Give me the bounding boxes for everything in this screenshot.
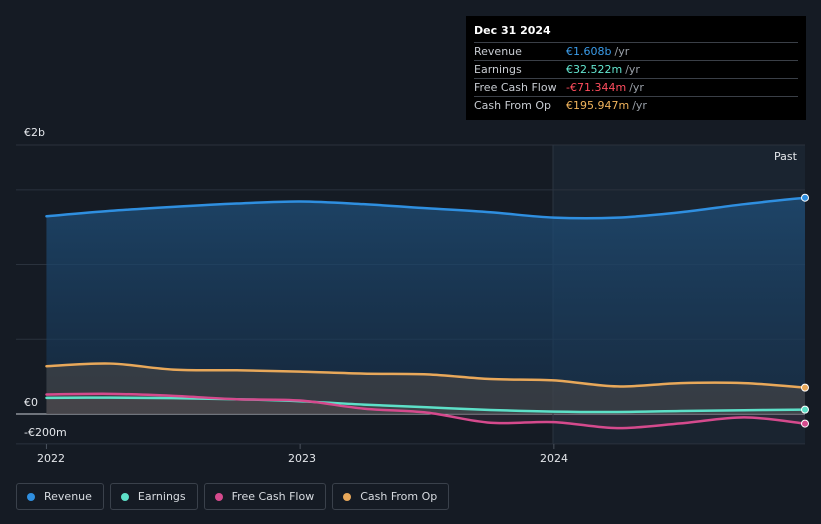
legend-item-earnings[interactable]: Earnings bbox=[109, 483, 198, 510]
tooltip-label: Revenue bbox=[474, 45, 522, 58]
tooltip-label: Earnings bbox=[474, 63, 522, 76]
legend-item-free-cash-flow[interactable]: Free Cash Flow bbox=[203, 483, 327, 510]
revenue-area bbox=[46, 197, 806, 414]
tooltip-value: €195.947m bbox=[566, 99, 630, 112]
revenue-end-point bbox=[801, 193, 809, 202]
tooltip-label: Cash From Op bbox=[474, 99, 552, 112]
tooltip-row-revenue: Revenue €1.608b /yr bbox=[474, 42, 798, 60]
legend-dot-icon bbox=[27, 492, 35, 501]
legend-item-revenue[interactable]: Revenue bbox=[16, 483, 104, 510]
legend-label: Earnings bbox=[137, 490, 186, 503]
free-cash-flow-area bbox=[46, 393, 806, 429]
cash-from-op-area bbox=[46, 363, 806, 414]
series-end-markers bbox=[801, 193, 809, 428]
legend-label: Revenue bbox=[44, 490, 92, 503]
past-label: Past bbox=[774, 150, 798, 163]
tooltip-value: €32.522m bbox=[566, 63, 623, 76]
legend-label: Free Cash Flow bbox=[231, 490, 315, 503]
tooltip: Dec 31 2024 Revenue €1.608b /yr Earnings… bbox=[466, 16, 806, 120]
y-tick-label-top: €2b bbox=[24, 126, 45, 139]
cash-from-op-end-point bbox=[801, 383, 809, 392]
legend: Revenue Earnings Free Cash Flow Cash Fro… bbox=[16, 483, 450, 510]
x-tick-label-2024: 2024 bbox=[540, 452, 568, 465]
legend-label: Cash From Op bbox=[360, 490, 438, 503]
tooltip-label: Free Cash Flow bbox=[474, 81, 557, 94]
earnings-area bbox=[46, 397, 806, 414]
tooltip-date: Dec 31 2024 bbox=[474, 24, 551, 37]
free-cash-flow-line bbox=[45, 392, 807, 430]
y-tick-label-bottom: -€200m bbox=[24, 426, 67, 439]
tooltip-unit: /yr bbox=[629, 81, 644, 94]
legend-dot-icon bbox=[343, 492, 352, 501]
x-tick-label-2022: 2022 bbox=[37, 452, 65, 465]
x-tick-label-2023: 2023 bbox=[288, 452, 316, 465]
y-tick-label-zero: €0 bbox=[24, 396, 38, 409]
tooltip-row-free-cash-flow: Free Cash Flow -€71.344m /yr bbox=[474, 78, 798, 96]
series-lines bbox=[45, 196, 807, 430]
tooltip-value: €1.608b bbox=[566, 45, 612, 58]
cash-from-op-line bbox=[45, 362, 807, 389]
legend-item-cash-from-op[interactable]: Cash From Op bbox=[332, 483, 450, 510]
series-areas bbox=[46, 197, 806, 429]
legend-dot-icon bbox=[120, 492, 129, 501]
earnings-line bbox=[45, 396, 807, 414]
revenue-line bbox=[45, 196, 807, 220]
tooltip-unit: /yr bbox=[625, 63, 640, 76]
free-cash-flow-end-point bbox=[801, 419, 809, 428]
tooltip-unit: /yr bbox=[614, 45, 630, 58]
tooltip-row-earnings: Earnings €32.522m /yr bbox=[474, 60, 798, 78]
tooltip-value: -€71.344m bbox=[566, 81, 627, 94]
legend-dot-icon bbox=[214, 492, 223, 501]
earnings-end-point bbox=[801, 405, 809, 414]
tooltip-row-cash-from-op: Cash From Op €195.947m /yr bbox=[474, 96, 798, 114]
tooltip-unit: /yr bbox=[632, 99, 647, 112]
